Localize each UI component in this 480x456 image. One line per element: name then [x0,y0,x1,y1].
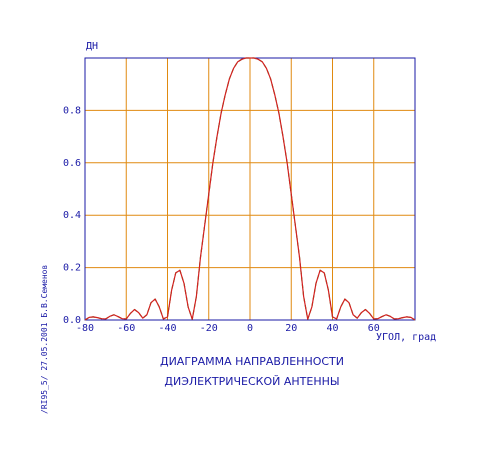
author-date-note: /RI95_5/ 27.05.2001 Б.В.Семенов [40,265,49,414]
series-line-red [84,57,416,321]
grid [85,58,415,320]
y-axis-label: ДН [86,41,98,52]
y-tick-label: 0.4 [63,210,81,221]
x-axis-label: УГОЛ, град [376,332,436,343]
y-tick-label: 0.6 [63,158,81,169]
x-tick-label: -80 [76,323,94,334]
x-tick-label: 40 [326,323,338,334]
x-tick-label: 60 [368,323,380,334]
x-tick-label: -20 [200,323,218,334]
x-tick-label: -40 [158,323,176,334]
x-tick-label: 20 [285,323,297,334]
chart-title: ДИАГРАММА НАПРАВЛЕННОСТИ [160,355,344,368]
x-tick-labels: -80 -60 -40 -20 0 20 40 60 [76,323,380,334]
y-tick-label: 0.0 [63,315,81,326]
y-tick-label: 0.8 [63,105,81,116]
series-layer [84,57,416,321]
y-tick-labels: 0.0 0.2 0.4 0.6 0.8 [63,105,81,326]
y-tick-label: 0.2 [63,263,81,274]
x-tick-label: -60 [117,323,135,334]
chart-subtitle: ДИЭЛЕКТРИЧЕСКОЙ АНТЕННЫ [164,375,339,388]
x-tick-label: 0 [247,323,253,334]
